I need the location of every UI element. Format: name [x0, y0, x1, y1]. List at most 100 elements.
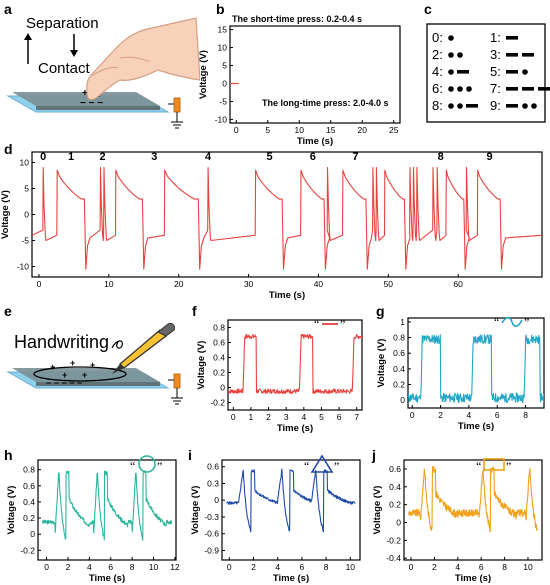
x-axis-label: Time (s): [458, 421, 494, 432]
y-tick-label: 10: [20, 157, 30, 167]
digit-label: 8: [438, 151, 444, 163]
panel-label-i: i: [188, 447, 192, 463]
x-tick-label: 10: [149, 562, 159, 572]
code-digit: 3:: [490, 47, 501, 62]
y-tick-label: 0: [214, 495, 219, 505]
svg-text:”: ”: [334, 459, 339, 473]
x-tick-label: 0: [227, 562, 232, 572]
contact-label: Contact: [38, 60, 91, 77]
y-axis-label: Voltage (V): [196, 341, 207, 390]
x-tick-label: 5: [319, 412, 324, 422]
x-tick-label: 6: [337, 412, 342, 422]
x-tick-label: 7: [354, 412, 359, 422]
annotation-short-press: The short-time press: 0.2-0.4 s: [232, 14, 362, 24]
x-tick-label: 20: [174, 279, 184, 289]
x-tick-label: 4: [301, 412, 306, 422]
dot-symbol-icon: [457, 86, 463, 92]
dash-symbol-icon: “ ”: [314, 317, 345, 331]
y-tick-label: -0.4: [386, 553, 401, 563]
y-tick-label: 0.6: [393, 348, 405, 358]
x-tick-label: 0: [234, 125, 239, 135]
dot-symbol-icon: [448, 69, 454, 75]
y-axis-label: Voltage (V): [376, 339, 387, 388]
y-tick-label: 0: [24, 210, 29, 220]
y-tick-label: 0.2: [393, 380, 405, 390]
code-digit: 1:: [490, 30, 501, 45]
panel-label-b: b: [216, 1, 225, 17]
x-axis-label: Time (s): [455, 573, 491, 584]
x-tick-label: 10: [346, 562, 356, 572]
chart-i: 0 2 4 6 8 10 -0.9 -0.6 -0.3 0 0.3 0.6 Time (s) Voltag…: [190, 459, 361, 584]
triangle-symbol-icon: “ ”: [304, 454, 339, 473]
panel-label-d: d: [4, 141, 13, 157]
svg-text:+: +: [82, 88, 88, 99]
series-j: [408, 465, 538, 533]
digit-label: 1: [68, 151, 74, 163]
digit-label: 6: [310, 151, 316, 163]
series-h: [41, 470, 173, 541]
y-tick-label: -0.2: [210, 398, 225, 408]
x-axis-label: Time (s): [269, 290, 305, 300]
panel-a: a Separation Contact +++ − − −: [4, 1, 200, 129]
x-tick-label: 2: [432, 562, 437, 572]
x-tick-label: 6: [495, 410, 500, 420]
x-tick-label: 6: [108, 562, 113, 572]
y-axis-label: Voltage (V): [0, 190, 11, 239]
x-axis-label: Time (s): [273, 573, 309, 584]
x-tick-label: 15: [326, 125, 336, 135]
plot-frame: [229, 25, 401, 124]
panel-label-j: j: [371, 447, 376, 463]
panel-h: h 0 2 4 6 8 10 12 -0.2 0 0.2 0.4 0.6 0.8 Time (s) Volt…: [4, 447, 180, 584]
device-plate: [6, 92, 170, 113]
svg-text:“: “: [304, 459, 309, 473]
y-tick-label: 0.4: [393, 364, 405, 374]
code-digit: 0:: [432, 30, 443, 45]
code-digit: 2:: [432, 47, 443, 62]
plot-frame: [407, 317, 545, 409]
x-axis-label: Time (s): [297, 136, 333, 147]
x-tick-label: 2: [251, 562, 256, 572]
y-tick-label: -0.2: [20, 545, 35, 555]
pen-stroke-icon: [111, 340, 123, 349]
x-tick-label: 0: [410, 410, 415, 420]
y-tick-label: 15: [218, 25, 228, 35]
y-tick-label: 0.3: [207, 478, 219, 488]
annotation-long-press: The long-time press: 2.0-4.0 s: [262, 98, 389, 108]
y-tick-label: 10: [218, 43, 228, 53]
dash-symbol-icon: [506, 53, 518, 57]
svg-text:+: +: [90, 360, 95, 370]
panel-i: i 0 2 4 6 8 10 -0.9 -0.6 -0.3 0 0.3 0.6 Time (s) Volt…: [188, 447, 361, 584]
x-tick-label: 50: [384, 279, 394, 289]
series-digit-sequence: [32, 167, 542, 270]
dash-symbol-icon: [522, 53, 534, 57]
dot-symbol-icon: [457, 52, 463, 58]
x-tick-label: 6: [479, 562, 484, 572]
svg-text:+: +: [82, 370, 87, 380]
svg-text:”: ”: [157, 459, 162, 473]
svg-text:“: “: [130, 459, 135, 473]
x-tick-label: 3: [284, 412, 289, 422]
dash-symbol-icon: [506, 104, 518, 108]
digit-label: 4: [205, 151, 212, 163]
y-tick-label: 5: [24, 183, 29, 193]
dot-symbol-icon: [522, 69, 528, 75]
y-axis-label: Voltage (V): [198, 50, 209, 99]
dash-symbol-icon: [522, 87, 534, 91]
dot-symbol-icon: [448, 103, 454, 109]
code-digit: 4:: [432, 64, 443, 79]
y-tick-label: -10: [215, 114, 228, 124]
series-i: [226, 468, 356, 533]
series-f: [228, 333, 362, 395]
digit-label: 9: [487, 151, 493, 163]
finger-icon: [86, 17, 200, 101]
x-tick-label: 2: [438, 410, 443, 420]
panel-label-e: e: [4, 303, 12, 319]
dot-symbol-icon: [448, 86, 454, 92]
y-axis-label: Voltage (V): [372, 486, 383, 535]
panel-label-f: f: [192, 303, 197, 319]
x-tick-label: 0: [409, 562, 414, 572]
